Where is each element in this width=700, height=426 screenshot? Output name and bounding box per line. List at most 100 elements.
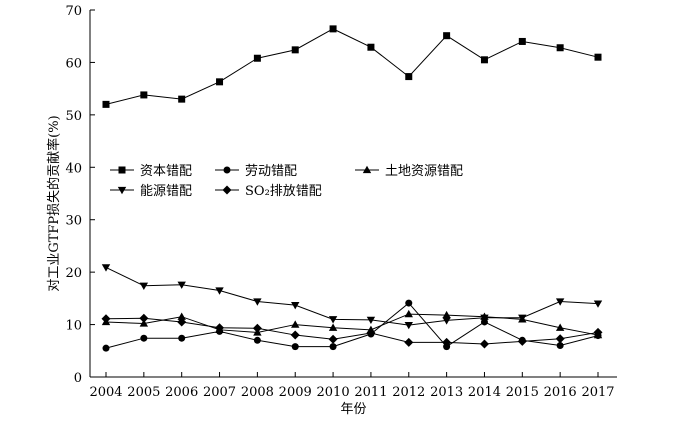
- series-line: [105, 313, 599, 336]
- data-point: [518, 314, 527, 322]
- data-point: [555, 298, 565, 306]
- data-point: [442, 317, 451, 325]
- x-tick-label: 2006: [165, 385, 198, 400]
- data-point: [139, 319, 149, 327]
- data-point: [253, 336, 261, 344]
- data-point: [252, 323, 262, 333]
- y-tick-label: 20: [65, 266, 82, 281]
- data-point: [177, 317, 187, 327]
- legend-item: 劳动错配: [215, 163, 297, 179]
- legend-label: 能源错配: [140, 184, 192, 199]
- y-axis-label: 对工业GTFP损失的贡献率(%): [46, 115, 62, 291]
- x-tick-label: 2012: [392, 385, 425, 400]
- series-circle: [102, 299, 602, 352]
- legend-marker: [223, 166, 231, 174]
- x-tick-label: 2014: [468, 385, 501, 400]
- legend-marker: [117, 186, 127, 195]
- legend-marker: [118, 166, 126, 174]
- series-group: [101, 25, 603, 352]
- y-tick-label: 60: [65, 56, 82, 71]
- data-point: [290, 330, 300, 340]
- data-point: [404, 309, 413, 318]
- legend-marker: [362, 165, 372, 174]
- data-point: [593, 327, 603, 337]
- series-line: [105, 302, 599, 349]
- data-point: [177, 281, 186, 289]
- data-point: [216, 78, 224, 86]
- legend-item: 资本错配: [110, 164, 192, 179]
- x-tick-label: 2016: [544, 385, 577, 400]
- legend-marker: [222, 185, 232, 195]
- data-point: [215, 287, 224, 295]
- data-point: [442, 337, 452, 347]
- data-point: [140, 334, 148, 342]
- data-point: [215, 323, 225, 333]
- axes: 0 10 20 30 40 50 60 70 2004 2005 2006 2007 2008 2009 2…: [65, 4, 617, 400]
- data-point: [102, 344, 110, 352]
- data-point: [328, 334, 338, 344]
- data-point: [291, 343, 299, 351]
- data-point: [178, 95, 186, 103]
- x-tick-label: 2005: [127, 385, 160, 400]
- data-point: [329, 343, 337, 351]
- data-point: [101, 314, 111, 324]
- series-diamond: [101, 313, 603, 349]
- data-point: [101, 264, 111, 272]
- data-point: [555, 334, 565, 344]
- data-point: [479, 339, 489, 349]
- data-point: [291, 46, 299, 54]
- series-triangle-up: [101, 309, 603, 339]
- x-tick-label: 2009: [279, 385, 312, 400]
- data-point: [517, 336, 527, 346]
- data-point: [404, 337, 414, 347]
- legend-item: 土地资源错配: [355, 164, 463, 179]
- data-point: [367, 43, 375, 51]
- x-tick-label: 2010: [317, 385, 350, 400]
- series-line: [105, 266, 599, 326]
- x-axis-label: 年份: [340, 402, 366, 417]
- data-point: [480, 56, 488, 64]
- data-point: [328, 316, 338, 324]
- data-point: [555, 323, 565, 331]
- legend-label: 资本错配: [140, 164, 192, 179]
- x-tick-label: 2011: [354, 385, 387, 400]
- data-point: [177, 312, 186, 320]
- y-tick-label: 30: [65, 214, 82, 229]
- legend-label: 劳动错配: [245, 163, 297, 179]
- y-tick-label: 0: [74, 371, 82, 386]
- data-point: [366, 316, 376, 325]
- data-point: [140, 91, 148, 99]
- data-point: [594, 53, 602, 61]
- series-square: [102, 25, 602, 108]
- legend-label: SO₂排放错配: [245, 184, 322, 199]
- data-point: [139, 313, 149, 323]
- data-point: [556, 44, 564, 52]
- data-point: [366, 328, 376, 338]
- data-point: [405, 73, 413, 81]
- data-point: [442, 310, 451, 319]
- data-point: [518, 37, 526, 45]
- y-tick-label: 40: [65, 161, 82, 176]
- series-line: [105, 28, 599, 105]
- legend-item: 能源错配: [110, 184, 192, 199]
- data-point: [329, 25, 337, 33]
- data-point: [291, 302, 300, 310]
- y-tick-label: 70: [65, 4, 82, 19]
- data-point: [404, 321, 413, 330]
- data-point: [178, 334, 186, 342]
- data-point: [253, 54, 261, 62]
- legend-item: SO₂排放错配: [215, 184, 322, 199]
- series-line: [105, 317, 599, 345]
- x-tick-label: 2004: [89, 385, 122, 400]
- data-point: [253, 298, 262, 306]
- data-point: [556, 342, 564, 350]
- data-point: [291, 320, 300, 328]
- x-tick-label: 2013: [430, 385, 463, 400]
- x-tick-label: 2008: [241, 385, 274, 400]
- y-tick-label: 50: [65, 109, 82, 124]
- data-point: [328, 323, 338, 331]
- legend-label: 土地资源错配: [385, 164, 463, 179]
- data-point: [139, 282, 149, 290]
- series-triangle-down: [101, 264, 603, 330]
